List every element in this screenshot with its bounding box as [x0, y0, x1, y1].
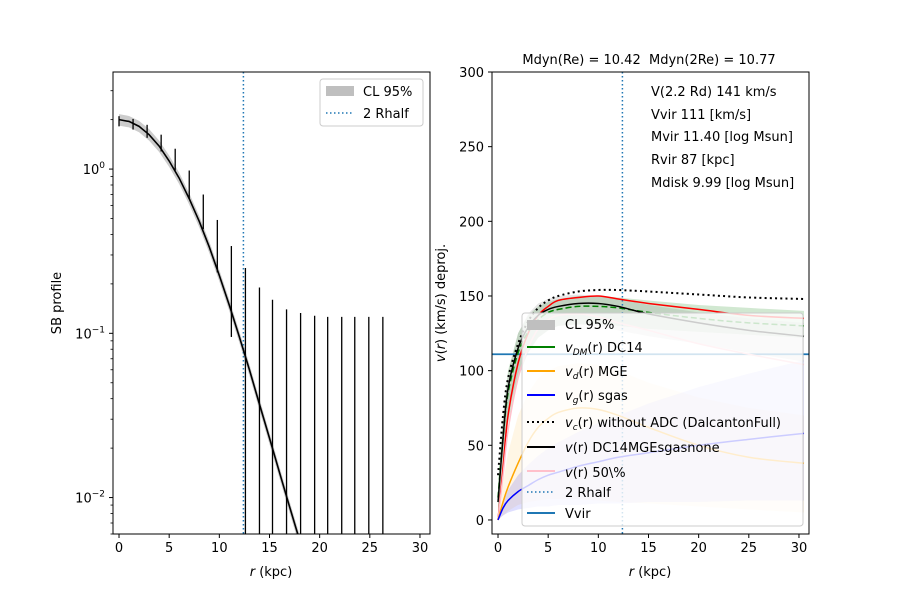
left-x-axis: 0 5 10 15 20 25 30 — [115, 534, 428, 556]
right-ylabel-rest: ) (km/s) deproj. — [434, 244, 449, 344]
y-tick-label: 150 — [459, 290, 484, 305]
right-x-axis-label: r (kpc) — [629, 565, 672, 580]
tick-exponent: −1 — [92, 325, 105, 335]
x-tick-label: 15 — [261, 541, 278, 556]
right-xlabel-unit: (kpc) — [634, 565, 671, 580]
x-tick-label: 25 — [741, 541, 758, 556]
annotation-vvir: Vvir 111 [km/s] — [651, 108, 751, 123]
right-legend-box — [521, 312, 804, 527]
legend-label-vg: vg(r) sgas — [565, 389, 628, 406]
y-tick-label: 200 — [459, 215, 484, 230]
left-x-axis-label: r (kpc) — [250, 565, 293, 580]
v50-upper-curve — [497, 295, 805, 521]
tick-base: 10 — [75, 492, 92, 507]
annotation-mvir: Mvir 11.40 [log Msun] — [651, 130, 793, 145]
legend-label-vdm: vDM(r) DC14 — [565, 341, 643, 358]
legend-label-vc: vc(r) without ADC (DalcantonFull) — [565, 416, 781, 433]
right-panel-title: Mdyn(Re) = 10.42 Mdyn(2Re) = 10.77 — [522, 53, 775, 68]
y-tick-label: 50 — [467, 439, 484, 454]
sb-model-curve — [118, 118, 299, 534]
annotation-v22rd: V(2.2 Rd) 141 km/s — [651, 85, 777, 100]
y-tick-label: 10−1 — [75, 325, 105, 342]
legend-swatch-cl95 — [326, 86, 354, 96]
right-ylabel-r: r — [434, 342, 449, 349]
y-tick-label: 300 — [459, 66, 484, 81]
annotation-rvir: Rvir 87 [kpc] — [651, 153, 735, 168]
y-tick-label: 100 — [83, 161, 106, 178]
y-tick-label: 250 — [459, 141, 484, 156]
right-x-axis: 0 5 10 15 20 25 30 — [494, 534, 807, 556]
tick-base: 10 — [75, 327, 92, 342]
x-tick-label: 25 — [362, 541, 379, 556]
x-tick-label: 5 — [165, 541, 173, 556]
tick-exponent: −2 — [92, 490, 105, 500]
x-tick-label: 30 — [791, 541, 808, 556]
legend-swatch-cl95 — [527, 320, 555, 330]
left-plot-area — [118, 72, 384, 534]
tick-base: 10 — [83, 163, 100, 178]
cl95-band — [119, 114, 300, 534]
legend-label-vd: vd(r) MGE — [565, 365, 628, 382]
right-xlabel-var: r — [629, 565, 636, 580]
x-tick-label: 20 — [690, 541, 707, 556]
left-axes-frame — [112, 71, 431, 535]
right-y-axis-label: v(r) (km/s) deproj. — [434, 244, 449, 362]
left-xlabel-var: r — [250, 565, 257, 580]
y-tick-label: 10−2 — [75, 490, 105, 507]
legend-label-cl95: CL 95% — [363, 85, 412, 100]
tick-exponent: 0 — [99, 161, 105, 171]
x-tick-label: 0 — [494, 541, 502, 556]
right-panel: Mdyn(Re) = 10.42 Mdyn(2Re) = 10.77 0 5 10 1… — [434, 53, 810, 580]
x-tick-label: 15 — [640, 541, 657, 556]
right-y-axis: 0 50 100 150 200 250 300 — [459, 66, 492, 529]
left-legend: CL 95% 2 Rhalf — [319, 78, 424, 127]
right-legend: CL 95% vDM(r) DC14 vd(r) MGE vg(r) sgas … — [521, 312, 804, 527]
left-y-axis-label: SB profile — [50, 272, 65, 334]
right-ylabel-var: v — [434, 354, 449, 362]
annotation-mdisk: Mdisk 9.99 [log Msun] — [651, 176, 794, 191]
legend-label-2rhalf: 2 Rhalf — [565, 486, 611, 501]
right-axes-frame — [491, 71, 810, 535]
y-tick-label: 0 — [476, 514, 484, 529]
legend-label-v50: v(r) 50\% — [565, 466, 626, 481]
x-tick-label: 0 — [115, 541, 123, 556]
right-ylabel-open: ( — [434, 349, 449, 354]
legend-label-2rhalf: 2 Rhalf — [363, 107, 409, 122]
x-tick-label: 30 — [412, 541, 429, 556]
legend-label-vvir: Vvir — [565, 507, 591, 522]
x-tick-label: 10 — [211, 541, 228, 556]
x-tick-label: 10 — [590, 541, 607, 556]
vc-dotted-curve — [497, 288, 805, 476]
legend-label-cl95: CL 95% — [565, 318, 614, 333]
legend-label-v: v(r) DC14MGEsgasnone — [565, 441, 720, 456]
left-xlabel-unit: (kpc) — [255, 565, 292, 580]
y-tick-label: 100 — [459, 365, 484, 380]
x-tick-label: 20 — [311, 541, 328, 556]
x-tick-label: 5 — [544, 541, 552, 556]
right-annotations: V(2.2 Rd) 141 km/s Vvir 111 [km/s] Mvir … — [651, 85, 794, 191]
